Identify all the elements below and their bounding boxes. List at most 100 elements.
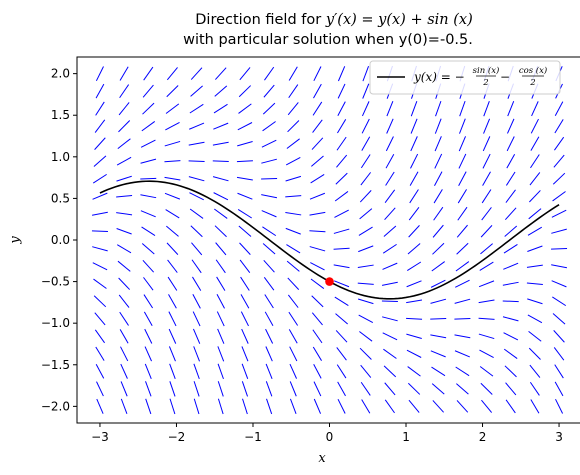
x-axis-ticks: −3 −2 −1 0 1 2 3 [91, 423, 563, 444]
direction-field-segment [119, 66, 129, 81]
direction-field-segment [285, 227, 301, 235]
direction-field-segment [357, 298, 374, 305]
direction-field-segment [242, 398, 248, 415]
direction-field-segment [145, 381, 152, 397]
direction-field-segment [140, 194, 157, 199]
direction-field-segment [217, 363, 224, 380]
direction-field-segment [552, 172, 566, 185]
direction-field-segment [480, 243, 493, 255]
x-axis-label: x [318, 451, 326, 466]
initial-condition-point [325, 277, 334, 286]
direction-field-segment [432, 224, 444, 238]
direction-field-segment [384, 399, 395, 414]
direction-field-segment [91, 230, 108, 233]
direction-field-segment [383, 365, 397, 378]
direction-field-segment [505, 171, 516, 186]
direction-field-segment [555, 398, 564, 414]
direction-field-segment [261, 210, 277, 218]
direction-field-segment [289, 381, 297, 397]
direction-field-segment [310, 174, 325, 184]
direction-field-segment [337, 101, 346, 116]
legend-frac1-numerator: sin (x) [473, 65, 500, 76]
direction-field-segment [143, 311, 153, 327]
direction-field-segment [479, 261, 494, 271]
direction-field-segment [145, 398, 152, 415]
direction-field-segment [483, 118, 491, 134]
direction-field-segment [92, 262, 108, 271]
direction-field-segment [478, 317, 495, 320]
direction-field-segment [120, 398, 128, 415]
direction-field-segment [359, 331, 373, 342]
direction-field-segment [481, 399, 493, 413]
direction-field-segment [335, 313, 348, 325]
direction-field-segment [336, 154, 348, 168]
direction-field-segment [212, 176, 229, 182]
direction-field-segment [240, 311, 249, 327]
direction-field-segment [120, 363, 128, 379]
direction-field-segment [193, 346, 200, 362]
direction-field-segment [433, 189, 443, 204]
direction-field-segment [507, 101, 515, 117]
direction-field-segment [334, 209, 349, 218]
direction-field-segment [95, 364, 105, 379]
direction-field-segment [141, 243, 155, 255]
direction-field-segment [455, 366, 470, 377]
direction-field-segment [190, 67, 203, 80]
direction-field-segment [214, 85, 228, 97]
direction-field-segment [309, 246, 326, 252]
direction-field-segment [361, 118, 370, 134]
direction-field-segment [430, 279, 446, 288]
direction-field-segment [116, 212, 133, 216]
direction-field-segment [92, 173, 107, 184]
x-tick-label: −2 [168, 430, 186, 444]
direction-field-segment [313, 83, 322, 99]
y-tick-label: −0.5 [41, 275, 70, 289]
direction-field-segment [238, 225, 252, 237]
direction-field-segment [406, 299, 423, 304]
direction-field-segment [262, 243, 276, 255]
direction-field-segment [261, 194, 278, 199]
direction-field-segment [213, 122, 229, 130]
direction-field-segment [432, 400, 444, 413]
direction-field-segment [554, 136, 565, 151]
direction-field-segment [311, 312, 323, 326]
direction-field-segment [309, 192, 326, 200]
direction-field-segment [434, 118, 442, 134]
direction-field-segment [527, 298, 543, 305]
direction-field-segment [502, 300, 519, 303]
direction-field-segment [285, 156, 301, 166]
direction-field-segment [144, 346, 152, 362]
direction-field-segment [526, 264, 543, 268]
direction-field-segment [333, 228, 350, 234]
y-tick-label: −1.5 [41, 358, 70, 372]
direction-field-segment [531, 101, 539, 117]
y-axis-ticks: −2.0 −1.5 −1.0 −0.5 0.0 0.5 1.0 1.5 2.0 [41, 67, 77, 413]
direction-field-segment [506, 153, 516, 169]
direction-field-segment [334, 296, 349, 306]
direction-field-segment [217, 346, 225, 362]
direction-field-segment [336, 136, 347, 151]
direction-field-segment [192, 293, 201, 309]
direction-field-segment [116, 156, 132, 166]
direction-field-segment [458, 171, 467, 187]
direction-field-segment [237, 192, 253, 200]
direction-field-segment [168, 328, 177, 344]
y-tick-label: 1.5 [51, 108, 70, 122]
direction-field-segment [456, 224, 468, 238]
y-tick-label: −2.0 [41, 399, 70, 413]
direction-field-segment [237, 209, 252, 219]
direction-field-segment [551, 228, 567, 234]
direction-field-segment [192, 328, 201, 344]
direction-field-segment [431, 383, 445, 395]
direction-field-segment [482, 153, 491, 169]
direction-field-segment [458, 153, 467, 169]
direction-field-segment [458, 136, 467, 152]
direction-field-segment [360, 381, 371, 396]
direction-field-segment [213, 192, 229, 201]
direction-field-segment [432, 242, 445, 255]
direction-field-segment [188, 141, 205, 146]
direction-field-segment [362, 83, 370, 99]
direction-field-segment [410, 153, 419, 169]
direction-field-segment [530, 118, 539, 134]
